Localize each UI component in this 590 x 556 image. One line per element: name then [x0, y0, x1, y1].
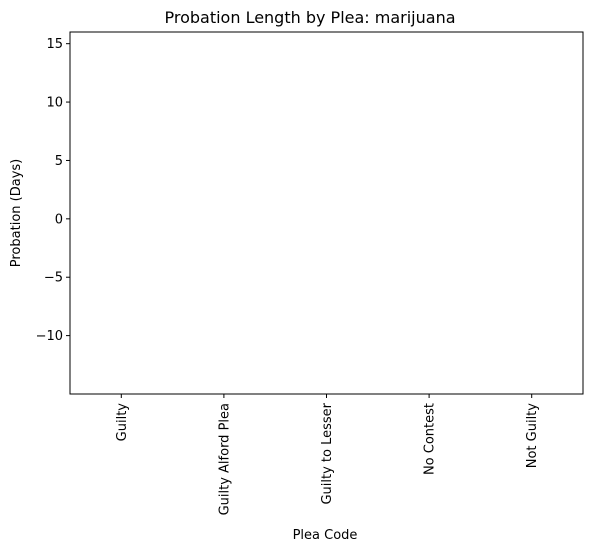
y-axis-label: Probation (Days) [9, 159, 24, 267]
x-tick-label: Guilty [115, 403, 130, 442]
x-tick-label: No Contest [423, 403, 438, 475]
y-tick-label: 0 [55, 212, 63, 227]
y-tick-label: −5 [44, 271, 63, 286]
x-axis-ticks: Guilty Guilty Alford Plea Guilty to Lesser… [115, 394, 540, 515]
y-axis-ticks: −10 −5 0 5 10 15 [36, 37, 70, 344]
x-tick-label: Guilty Alford Plea [217, 403, 232, 515]
y-tick-label: −10 [36, 329, 63, 344]
x-tick-label: Not Guilty [525, 403, 540, 469]
y-tick-label: 10 [46, 96, 63, 111]
plot-background [70, 32, 583, 394]
y-tick-label: 15 [46, 37, 63, 52]
x-tick-label: Guilty to Lesser [320, 402, 335, 504]
plot-frame [69, 31, 584, 395]
x-axis-label: Plea Code [293, 528, 358, 543]
y-tick-label: 5 [55, 154, 63, 169]
chart-title: Probation Length by Plea: marijuana [164, 8, 455, 27]
